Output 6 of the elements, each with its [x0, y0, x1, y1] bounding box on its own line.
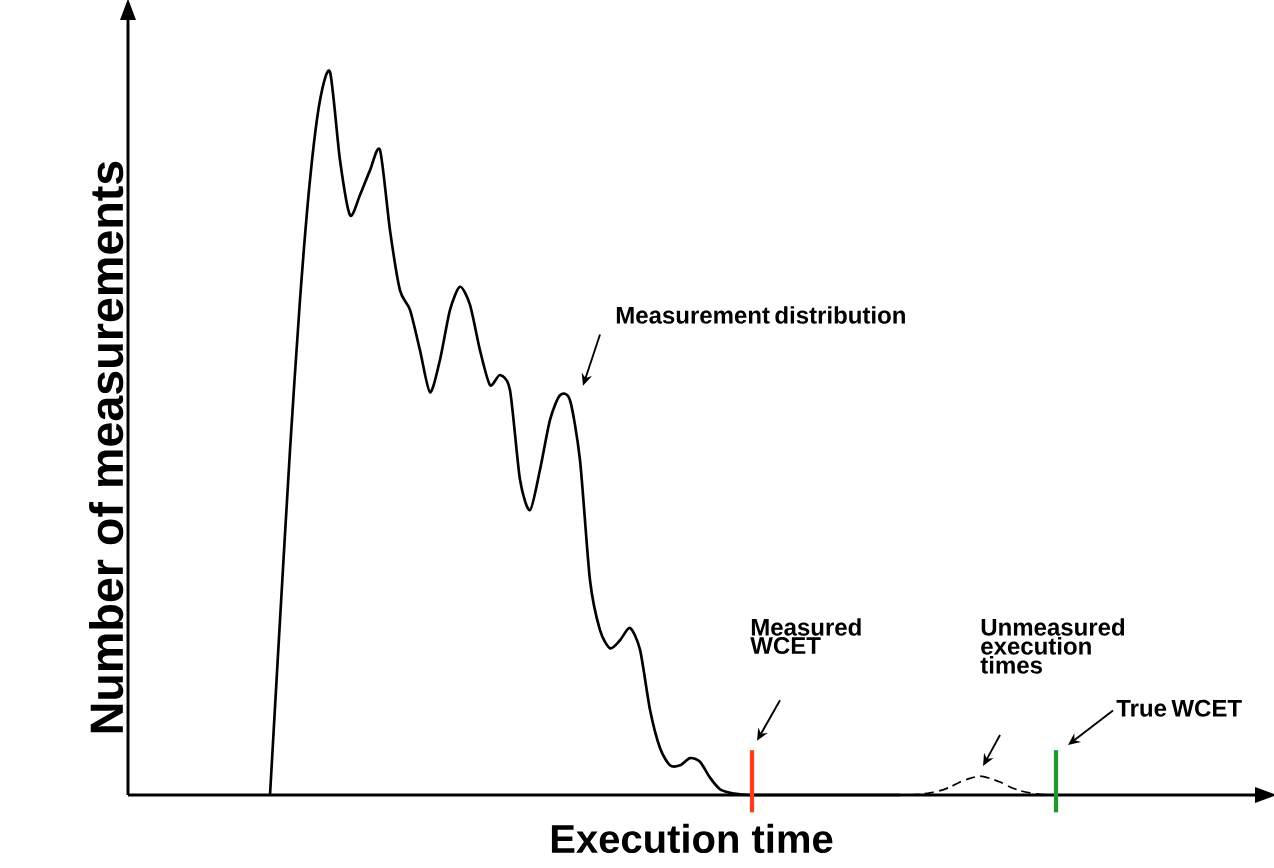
annotation: True WCET: [1116, 699, 1242, 717]
annotation: Unmeasured execution times: [980, 618, 1125, 674]
annotation: Measurement distribution: [616, 306, 905, 324]
annotation: Measured WCET: [750, 618, 861, 655]
y-axis-title: Number of measurements: [89, 161, 124, 733]
x-axis-title: Execution time: [551, 823, 833, 854]
